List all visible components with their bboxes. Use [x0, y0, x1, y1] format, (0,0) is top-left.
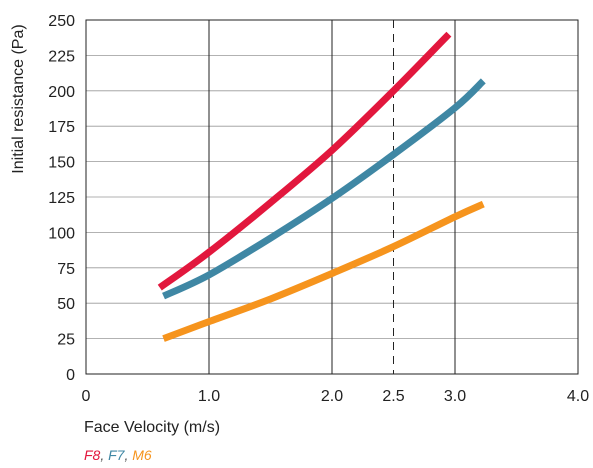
x-tick-label: 2.0: [321, 388, 343, 405]
x-tick-label: 3.0: [444, 388, 466, 405]
plot-frame: [85, 19, 579, 375]
y-tick-label: 25: [57, 332, 75, 349]
y-tick-label: 0: [66, 367, 75, 384]
y-axis-label: Initial resistance (Pa): [10, 24, 27, 173]
y-tick-label: 50: [57, 296, 75, 313]
y-tick-label: 225: [48, 48, 75, 65]
x-tick-label: 2.5: [382, 388, 404, 405]
y-tick-label: 250: [48, 13, 75, 30]
y-tick-label: 200: [48, 84, 75, 101]
x-axis-label: Face Velocity (m/s): [84, 419, 220, 436]
series-group: [157, 31, 486, 342]
legend: F8, F7, M6: [84, 447, 152, 463]
series-line-f7: [162, 78, 486, 300]
series-line-f8: [157, 31, 452, 291]
legend-item-f7: F7: [108, 447, 125, 463]
x-axis-ticks: 0 1.0 2.0 2.5 3.0 4.0: [82, 388, 590, 405]
x-tick-label: 4.0: [567, 388, 589, 405]
y-tick-label: 100: [48, 225, 75, 242]
legend-item-f8: F8: [84, 447, 101, 463]
y-axis-ticks: 0 25 50 75 100 125 150 175 200 225 250: [48, 13, 75, 384]
y-tick-label: 125: [48, 190, 75, 207]
legend-item-m6: M6: [132, 447, 152, 463]
legend-separator: ,: [100, 447, 109, 463]
legend-separator: ,: [124, 447, 133, 463]
x-tick-label: 1.0: [198, 388, 220, 405]
y-tick-label: 175: [48, 119, 75, 136]
y-tick-label: 150: [48, 155, 75, 172]
y-tick-label: 75: [57, 261, 75, 278]
series-line-m6: [162, 200, 485, 342]
x-tick-label: 0: [82, 388, 91, 405]
